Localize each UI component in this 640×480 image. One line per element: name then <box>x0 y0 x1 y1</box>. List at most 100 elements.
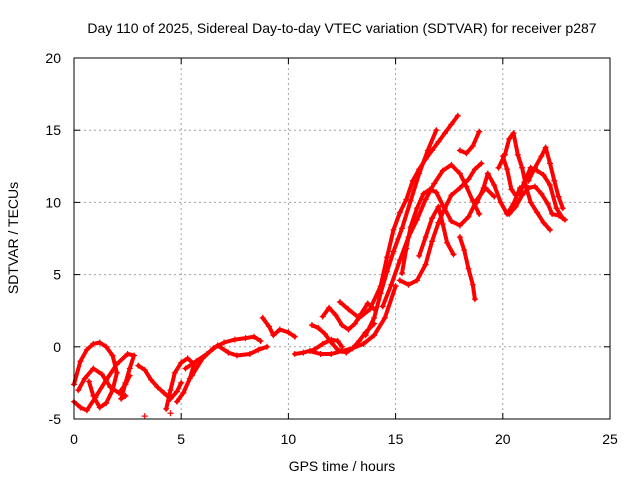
series-track-19 <box>457 129 482 156</box>
data-point <box>141 366 148 373</box>
data-point <box>420 190 427 197</box>
y-tick-label: -5 <box>49 411 62 427</box>
data-point <box>403 196 410 203</box>
data-point <box>263 343 270 350</box>
data-point <box>416 170 423 177</box>
isolated-data-point <box>167 410 174 417</box>
x-tick-label: 0 <box>70 431 78 447</box>
data-point <box>242 335 249 342</box>
data-point <box>512 203 519 210</box>
y-tick-label: 10 <box>45 194 61 210</box>
data-point <box>388 281 395 288</box>
y-tick-label: 5 <box>53 267 61 283</box>
data-point <box>356 314 363 321</box>
data-point <box>471 166 478 173</box>
data-point <box>549 210 556 217</box>
data-point <box>476 210 483 217</box>
data-point <box>534 209 541 216</box>
data-point <box>407 223 414 230</box>
data-point <box>405 281 412 288</box>
data-point <box>546 160 553 167</box>
data-point <box>126 365 133 372</box>
x-tick-label: 25 <box>602 431 618 447</box>
data-point <box>371 332 378 339</box>
data-point <box>233 352 240 359</box>
data-point <box>392 283 399 290</box>
data-point <box>396 277 403 284</box>
data-point <box>360 340 367 347</box>
data-point <box>527 199 534 206</box>
data-point <box>506 135 513 142</box>
data-point <box>163 405 170 412</box>
data-point <box>465 213 472 220</box>
series-track-21 <box>475 171 522 216</box>
data-point <box>409 177 416 184</box>
data-point <box>83 407 90 414</box>
data-point <box>525 177 532 184</box>
data-point <box>546 226 553 233</box>
data-point <box>98 371 105 378</box>
data-point <box>424 147 431 154</box>
data-point <box>171 369 178 376</box>
data-point <box>448 121 455 128</box>
data-point <box>336 299 343 306</box>
data-point <box>555 212 562 219</box>
data-point <box>86 378 93 385</box>
y-tick-label: 0 <box>53 339 61 355</box>
data-point <box>469 281 476 288</box>
data-point <box>456 170 463 177</box>
data-point <box>116 390 123 397</box>
data-point <box>454 112 461 119</box>
data-point <box>478 160 485 167</box>
data-point <box>221 339 228 346</box>
data-point <box>377 290 384 297</box>
data-point <box>399 225 406 232</box>
data-point <box>339 322 345 329</box>
data-point <box>508 186 515 193</box>
data-point <box>345 306 352 313</box>
data-point <box>499 153 506 160</box>
data-point <box>321 330 328 337</box>
data-point <box>319 340 326 347</box>
data-point <box>345 326 352 333</box>
data-point <box>173 398 180 405</box>
data-point <box>542 144 549 151</box>
series-track-8 <box>260 315 297 339</box>
data-point <box>484 170 491 177</box>
data-point <box>429 215 436 222</box>
data-point <box>225 349 232 356</box>
series-track-25 <box>526 145 565 211</box>
data-point <box>77 358 84 365</box>
data-point <box>384 268 391 275</box>
grid-lines <box>74 58 610 419</box>
data-point <box>456 234 463 241</box>
data-series <box>71 112 568 420</box>
data-point <box>450 251 457 258</box>
data-point <box>291 333 298 340</box>
data-point <box>491 193 498 200</box>
data-point <box>476 128 483 135</box>
data-point <box>90 365 97 372</box>
data-point <box>555 193 562 200</box>
plot-frame <box>73 57 611 420</box>
data-point <box>326 304 333 311</box>
y-axis-label: SDTVAR / TECUs <box>5 182 21 294</box>
isolated-data-point <box>141 413 148 420</box>
data-point <box>396 257 403 264</box>
x-tick-label: 20 <box>495 431 511 447</box>
data-point <box>214 342 221 349</box>
data-point <box>531 164 538 171</box>
data-point <box>188 372 195 379</box>
data-point <box>231 336 238 343</box>
data-point <box>83 346 90 353</box>
data-point <box>422 196 429 203</box>
data-point <box>456 184 463 191</box>
data-point <box>332 312 339 319</box>
data-point <box>435 203 442 210</box>
data-point <box>291 351 298 358</box>
data-point <box>203 351 210 358</box>
data-point <box>474 199 481 206</box>
data-point <box>463 183 470 190</box>
data-point <box>300 349 307 356</box>
